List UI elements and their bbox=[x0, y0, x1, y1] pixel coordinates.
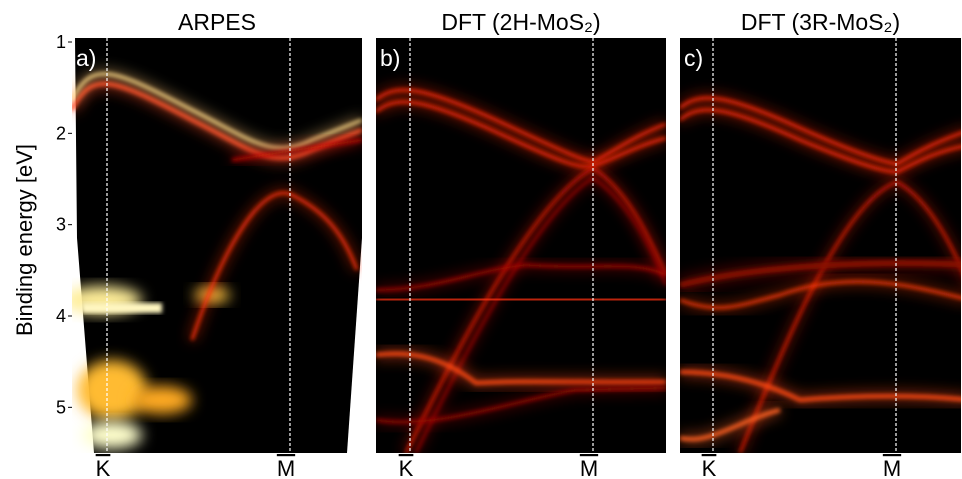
band bbox=[376, 386, 666, 424]
y-tick-label: 4 bbox=[56, 306, 66, 326]
band bbox=[231, 138, 362, 162]
x-tick-label: M bbox=[580, 456, 598, 479]
x-tick-label: M bbox=[883, 456, 901, 479]
y-tick-label: 3 bbox=[56, 215, 66, 235]
intensity-blob bbox=[132, 386, 192, 414]
band bbox=[404, 166, 666, 453]
x-tick-label: K bbox=[96, 456, 111, 479]
intensity-band bbox=[82, 303, 162, 313]
band bbox=[72, 81, 362, 160]
band bbox=[376, 263, 666, 292]
band bbox=[376, 351, 666, 386]
band bbox=[72, 72, 362, 150]
x-tick-label: K bbox=[399, 456, 414, 479]
panel bbox=[680, 38, 961, 453]
band bbox=[190, 191, 359, 341]
y-tick-label: 2 bbox=[56, 123, 66, 143]
panel-label: b) bbox=[380, 45, 400, 71]
band bbox=[680, 280, 961, 310]
chart-title: DFT (3R-MoS₂) bbox=[741, 9, 900, 35]
panel-background bbox=[680, 38, 961, 453]
band bbox=[680, 370, 961, 403]
band bbox=[376, 88, 666, 164]
x-tick-label: K bbox=[702, 456, 717, 479]
panel-label: a) bbox=[76, 45, 96, 71]
band bbox=[376, 100, 666, 169]
chart-title: DFT (2H-MoS₂) bbox=[441, 9, 600, 35]
band bbox=[376, 297, 666, 302]
band bbox=[680, 108, 961, 174]
panel-edge bbox=[347, 238, 362, 453]
band bbox=[738, 180, 961, 453]
band bbox=[415, 176, 666, 453]
y-tick-label: 5 bbox=[56, 397, 66, 417]
intensity-blob bbox=[82, 421, 142, 449]
chart-title: ARPES bbox=[178, 9, 256, 35]
x-tick-label: M bbox=[277, 456, 295, 479]
band bbox=[680, 408, 781, 442]
panel bbox=[376, 38, 666, 453]
y-axis-label: Binding energy [eV] bbox=[12, 144, 37, 336]
panel bbox=[72, 38, 362, 453]
panel-edge bbox=[72, 38, 94, 453]
panel-label: c) bbox=[684, 45, 703, 71]
intensity-blob bbox=[77, 360, 147, 420]
band bbox=[680, 96, 961, 166]
y-tick-label: 1 bbox=[56, 32, 66, 52]
band bbox=[680, 260, 961, 288]
